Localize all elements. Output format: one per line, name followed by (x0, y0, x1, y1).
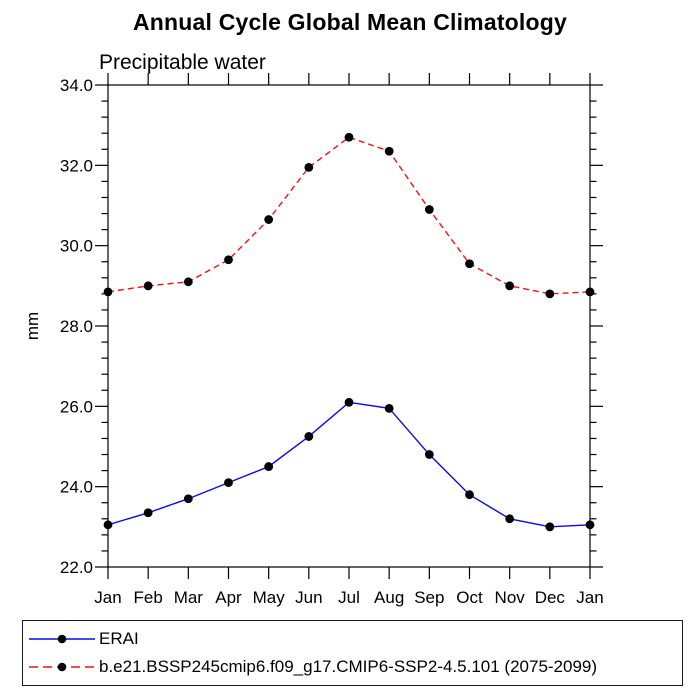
data-point-0-Jan (585, 520, 595, 530)
erai-marker-icon (57, 634, 67, 644)
legend-label-model: b.e21.BSSP245cmip6.f09_g17.CMIP6-SSP2-4.… (99, 657, 598, 676)
data-point-1-Nov (505, 281, 515, 291)
y-tick-label: 22.0 (60, 558, 93, 577)
x-tick-label: Mar (174, 588, 204, 607)
data-point-0-Jul (344, 397, 354, 407)
data-point-1-May (264, 215, 274, 224)
data-point-1-Jan (103, 287, 113, 297)
data-point-1-Jun (304, 162, 314, 172)
data-point-0-Sep (424, 450, 434, 459)
x-tick-label: May (253, 588, 286, 607)
x-tick-label: Nov (495, 588, 526, 607)
x-tick-label: Jul (338, 588, 360, 607)
data-point-1-Feb (143, 281, 153, 291)
x-tick-label: Sep (414, 588, 444, 607)
erai-line-sample (29, 634, 95, 644)
data-point-0-Jan (103, 520, 113, 530)
x-tick-label: Jan (576, 588, 603, 607)
data-point-0-Dec (545, 522, 555, 532)
chart-subtitle: Precipitable water (99, 51, 266, 74)
series-line-1 (107, 136, 591, 295)
data-point-1-Aug (384, 146, 394, 156)
plot-frame (107, 84, 591, 568)
series-line-0 (107, 401, 591, 528)
x-tick-label: Dec (535, 588, 566, 607)
chart-title: Annual Cycle Global Mean Climatology (132, 9, 568, 35)
data-point-0-Apr (224, 478, 233, 488)
legend-box: ERAI b.e21.BSSP245cmip6.f09_g17.CMIP6-SS… (22, 620, 683, 686)
data-point-1-Oct (465, 259, 474, 269)
data-point-1-Mar (183, 277, 193, 287)
x-tick-label: Jun (295, 588, 322, 607)
legend-item-erai: ERAI (27, 625, 678, 653)
data-point-1-Dec (545, 289, 555, 299)
y-tick-label: 32.0 (60, 156, 93, 175)
data-point-1-Sep (424, 205, 434, 214)
data-point-0-Oct (465, 490, 474, 500)
data-point-0-Mar (183, 494, 193, 504)
x-tick-label: Oct (456, 588, 483, 607)
data-point-0-Jun (304, 432, 314, 441)
y-tick-label: 34.0 (60, 76, 93, 95)
y-tick-label: 26.0 (60, 397, 93, 416)
x-tick-label: Aug (374, 588, 404, 607)
y-tick-label: 24.0 (60, 478, 93, 497)
legend-item-model: b.e21.BSSP245cmip6.f09_g17.CMIP6-SSP2-4.… (27, 653, 678, 681)
y-tick-label: 30.0 (60, 237, 93, 256)
y-tick-label: 28.0 (60, 317, 93, 336)
x-tick-label: Feb (134, 588, 163, 607)
data-point-0-Feb (143, 508, 153, 518)
data-point-0-Nov (505, 514, 515, 524)
y-axis-label: mm (23, 311, 42, 341)
data-point-1-Jan (585, 287, 595, 297)
data-point-1-Apr (224, 255, 233, 265)
data-point-1-Jul (344, 132, 354, 142)
x-tick-label: Jan (94, 588, 121, 607)
data-point-0-May (264, 462, 274, 471)
model-line-sample (29, 662, 95, 672)
data-point-0-Aug (384, 403, 394, 413)
plot-area: Jan Feb Mar Apr May Jun Jul Aug Sep Oct Nov Dec Jan2… (60, 73, 604, 607)
legend-label-erai: ERAI (99, 629, 139, 648)
model-marker-icon (57, 662, 67, 672)
x-tick-label: Apr (215, 588, 242, 607)
